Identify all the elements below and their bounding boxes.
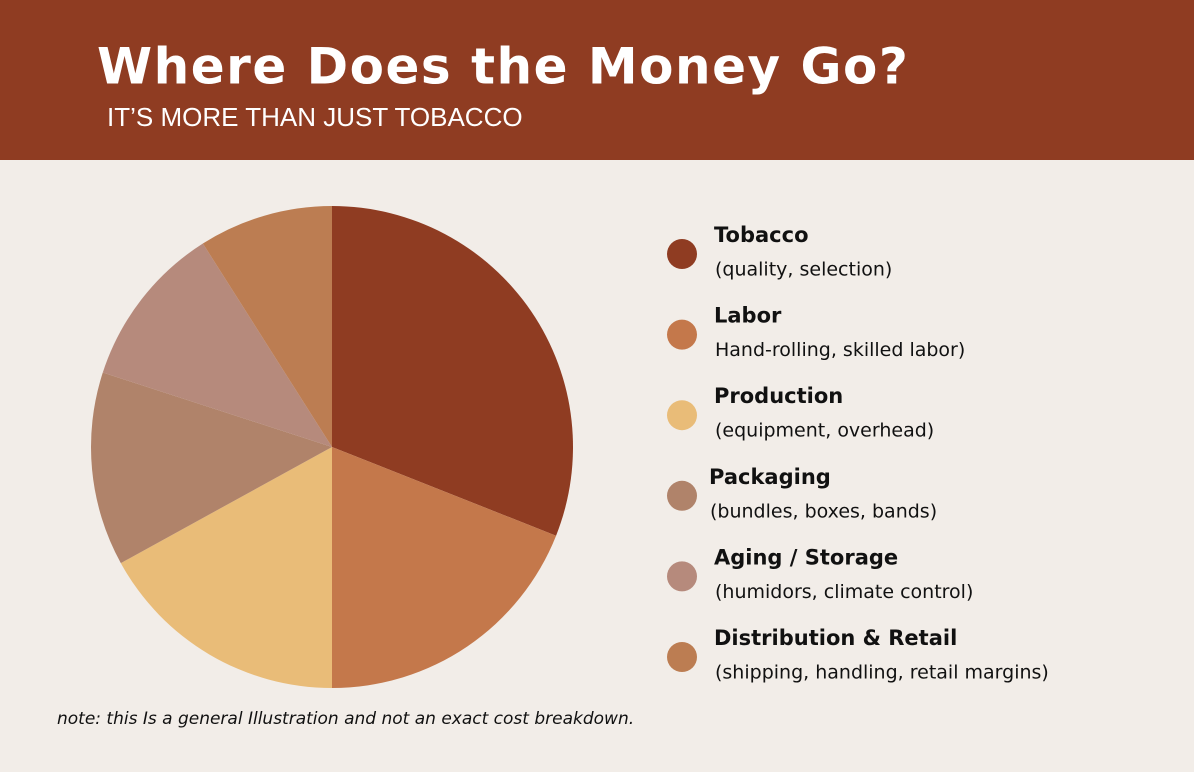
chart-subtitle: IT’S MORE THAN JUST TOBACCO xyxy=(107,102,523,132)
legend-description: (quality, selection) xyxy=(715,259,892,281)
legend-swatch xyxy=(667,642,697,672)
legend-swatch xyxy=(667,561,697,592)
legend-description: Hand-rolling, skilled labor) xyxy=(715,339,965,361)
chart-title: Where Does the Money Go? xyxy=(97,38,909,96)
legend-swatch xyxy=(667,480,697,511)
legend-description: (bundles, boxes, bands) xyxy=(710,500,937,522)
pie-slice xyxy=(90,372,332,564)
pie-slice xyxy=(120,447,332,688)
legend-description: (humidors, climate control) xyxy=(715,581,973,603)
legend-description: (shipping, handling, retail margins) xyxy=(715,662,1049,684)
header-band xyxy=(0,0,1194,160)
pie-slice xyxy=(332,447,557,688)
pie-slice xyxy=(102,243,332,447)
legend-label: Distribution & Retail xyxy=(714,626,957,650)
legend-swatch xyxy=(667,400,697,431)
legend-label: Aging / Storage xyxy=(714,545,898,569)
legend-label: Packaging xyxy=(709,465,831,489)
pie-slice xyxy=(332,206,573,536)
legend-swatch xyxy=(667,319,697,350)
legend-swatch xyxy=(667,239,697,269)
legend-label: Tobacco xyxy=(714,223,809,247)
legend-label: Production xyxy=(714,384,843,408)
pie-slice xyxy=(202,206,332,447)
legend-description: (equipment, overhead) xyxy=(715,420,934,442)
note: note: this Is a general Illustration and… xyxy=(57,709,634,729)
legend-label: Labor xyxy=(714,304,782,328)
